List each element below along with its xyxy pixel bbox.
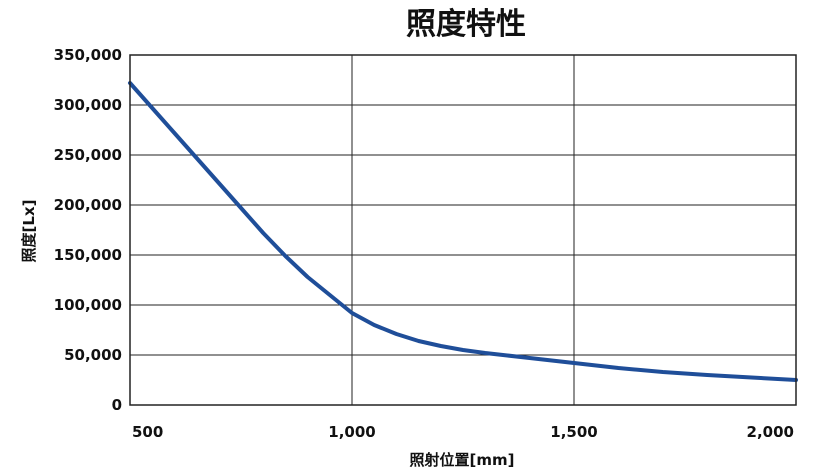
y-tick-labels: 0 50,000 100,000 150,000 200,000 250,000 300,0… <box>54 46 122 414</box>
grid <box>129 54 797 406</box>
y-tick-label: 100,000 <box>54 296 122 314</box>
x-tick-label: 500 <box>132 423 163 441</box>
x-tick-label: 2,000 <box>747 423 794 441</box>
series-layer <box>128 81 798 382</box>
y-axis-label: 照度[Lx] <box>20 200 38 263</box>
y-tick-label: 50,000 <box>64 346 122 364</box>
y-tick-label: 300,000 <box>54 96 122 114</box>
y-tick-label: 150,000 <box>54 246 122 264</box>
plot-frame <box>129 54 797 406</box>
chart-title: 照度特性 <box>406 7 526 42</box>
x-tick-label: 1,500 <box>550 423 597 441</box>
x-axis-label: 照射位置[mm] <box>410 451 515 469</box>
y-tick-label: 350,000 <box>54 46 122 64</box>
x-tick-labels: 500 1,000 1,500 2,000 <box>132 423 794 441</box>
series-line <box>128 81 798 382</box>
y-tick-label: 0 <box>112 396 122 414</box>
y-tick-label: 250,000 <box>54 146 122 164</box>
y-tick-label: 200,000 <box>54 196 122 214</box>
x-tick-label: 1,000 <box>328 423 375 441</box>
